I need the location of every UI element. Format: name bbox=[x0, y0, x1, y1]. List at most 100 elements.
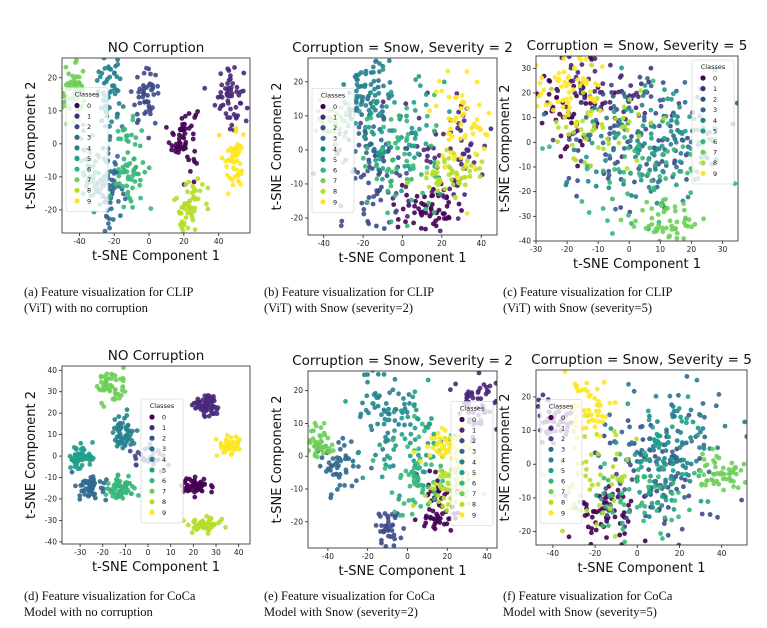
point-class-0 bbox=[435, 513, 440, 519]
point-class-0 bbox=[593, 527, 599, 533]
point-class-5 bbox=[377, 156, 382, 162]
point-class-3 bbox=[365, 96, 370, 102]
point-class-6 bbox=[696, 473, 702, 479]
point-class-1 bbox=[228, 73, 233, 79]
point-class-0 bbox=[448, 528, 454, 533]
point-class-7 bbox=[314, 454, 320, 460]
point-class-2 bbox=[152, 120, 158, 126]
point-class-1 bbox=[237, 100, 243, 106]
point-class-8 bbox=[594, 522, 600, 527]
point-class-1 bbox=[432, 155, 438, 161]
point-class-0 bbox=[183, 139, 189, 145]
y-axis-label: t-SNE Component 2 bbox=[270, 83, 285, 211]
legend-label: 8 bbox=[162, 498, 166, 506]
point-class-7 bbox=[313, 423, 319, 429]
point-class-4 bbox=[685, 194, 691, 200]
point-class-3 bbox=[403, 146, 408, 151]
point-class-2 bbox=[381, 226, 387, 231]
point-class-7 bbox=[667, 218, 673, 224]
point-class-9 bbox=[233, 434, 239, 440]
point-class-6 bbox=[654, 500, 660, 506]
legend-label: 3 bbox=[162, 445, 166, 453]
point-class-6 bbox=[584, 166, 590, 172]
point-class-8 bbox=[427, 499, 433, 505]
point-class-6 bbox=[412, 481, 417, 487]
point-class-9 bbox=[598, 402, 603, 408]
point-class-4 bbox=[106, 66, 112, 72]
point-class-0 bbox=[182, 131, 188, 136]
point-class-9 bbox=[461, 100, 467, 105]
legend-label: 8 bbox=[561, 499, 565, 507]
point-class-3 bbox=[350, 458, 356, 464]
point-class-9 bbox=[441, 452, 447, 458]
point-class-6 bbox=[601, 491, 606, 497]
point-class-5 bbox=[654, 431, 660, 437]
caption-line-1: (b) Feature visualization for CLIP bbox=[264, 285, 435, 299]
legend-marker bbox=[149, 425, 155, 431]
point-class-8 bbox=[566, 131, 572, 137]
y-tick-label: -10 bbox=[291, 179, 303, 188]
point-class-9 bbox=[594, 402, 600, 408]
point-class-7 bbox=[308, 440, 313, 446]
point-class-4 bbox=[125, 422, 131, 428]
point-class-8 bbox=[186, 206, 192, 212]
point-class-1 bbox=[218, 71, 224, 77]
point-class-8 bbox=[431, 171, 437, 177]
point-class-7 bbox=[658, 203, 664, 208]
point-class-9 bbox=[228, 145, 234, 151]
point-class-4 bbox=[402, 422, 407, 428]
point-class-0 bbox=[413, 198, 418, 204]
point-class-3 bbox=[366, 160, 372, 165]
point-class-5 bbox=[411, 403, 417, 409]
point-class-0 bbox=[186, 111, 192, 116]
point-class-4 bbox=[370, 64, 376, 70]
legend-label: 7 bbox=[87, 176, 91, 184]
point-class-0 bbox=[546, 78, 552, 83]
point-class-2 bbox=[656, 138, 662, 143]
point-class-4 bbox=[117, 76, 123, 82]
point-class-5 bbox=[399, 432, 405, 437]
point-class-4 bbox=[373, 107, 378, 113]
point-class-8 bbox=[467, 174, 473, 179]
point-class-7 bbox=[312, 443, 317, 449]
point-class-4 bbox=[373, 452, 378, 458]
point-class-3 bbox=[102, 228, 108, 233]
point-class-7 bbox=[119, 392, 124, 398]
point-class-9 bbox=[446, 94, 452, 100]
point-class-2 bbox=[404, 170, 409, 176]
x-tick-label: -20 bbox=[561, 245, 573, 254]
y-tick-label: -20 bbox=[291, 213, 303, 222]
legend-label: 9 bbox=[561, 509, 565, 517]
point-class-0 bbox=[604, 535, 609, 540]
point-class-0 bbox=[395, 217, 401, 222]
point-class-5 bbox=[613, 440, 619, 446]
legend-label: 2 bbox=[472, 437, 476, 445]
point-class-8 bbox=[442, 186, 448, 192]
point-class-3 bbox=[674, 88, 679, 94]
legend-marker bbox=[149, 435, 155, 441]
point-class-3 bbox=[702, 434, 708, 440]
point-class-3 bbox=[648, 447, 653, 453]
point-class-6 bbox=[416, 446, 422, 452]
point-class-6 bbox=[364, 199, 370, 205]
point-class-7 bbox=[700, 451, 705, 457]
point-class-6 bbox=[433, 123, 439, 128]
point-class-4 bbox=[390, 387, 396, 393]
legend-marker bbox=[74, 198, 80, 204]
point-class-9 bbox=[445, 68, 451, 74]
point-class-5 bbox=[637, 489, 642, 495]
point-class-8 bbox=[424, 175, 429, 181]
point-class-0 bbox=[617, 532, 623, 538]
y-tick-label: -20 bbox=[519, 527, 531, 536]
point-class-4 bbox=[402, 401, 407, 407]
point-class-3 bbox=[356, 124, 362, 130]
point-class-9 bbox=[555, 99, 561, 105]
point-class-5 bbox=[594, 493, 599, 498]
point-class-1 bbox=[607, 99, 613, 105]
point-class-3 bbox=[104, 214, 110, 220]
point-class-7 bbox=[663, 207, 668, 212]
point-class-2 bbox=[625, 418, 631, 423]
point-class-1 bbox=[196, 400, 201, 405]
point-class-9 bbox=[452, 118, 458, 124]
